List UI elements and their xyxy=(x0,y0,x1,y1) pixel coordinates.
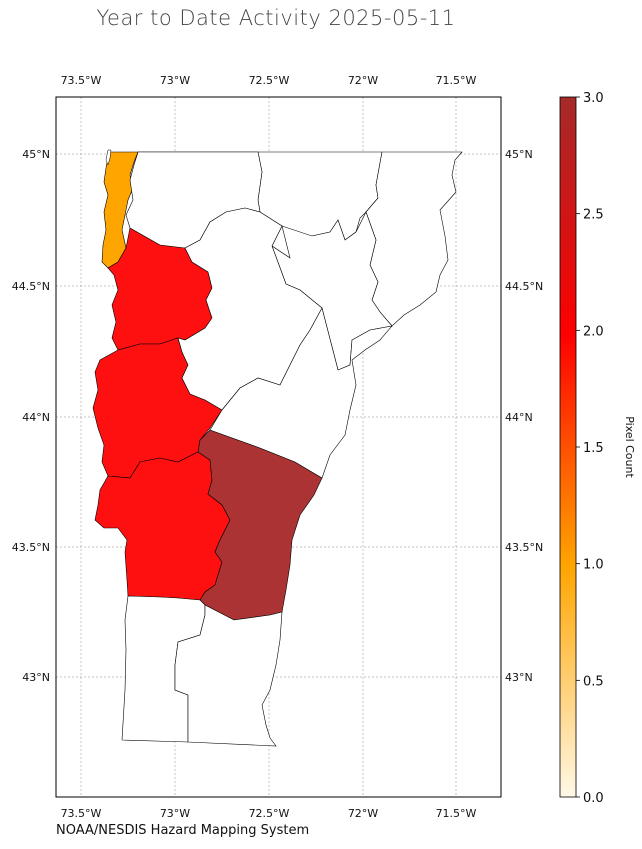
lon-tick-label-bottom: 73°W xyxy=(160,807,190,820)
credit-text: NOAA/NESDIS Hazard Mapping System xyxy=(56,823,310,838)
colorbar-ticks: 0.0 0.5 1.0 1.5 2.0 2.5 3.0 xyxy=(576,91,604,806)
colorbar-tick-label: 1.0 xyxy=(583,558,604,573)
colorbar-tick-label: 1.5 xyxy=(583,441,604,456)
county-grand-isle[interactable] xyxy=(105,149,112,166)
lon-tick-label-top: 72°W xyxy=(348,74,378,87)
colorbar-tick-label: 2.0 xyxy=(583,324,604,339)
county-orange[interactable] xyxy=(209,307,393,479)
lat-tick-label-right: 44°N xyxy=(505,411,533,424)
colorbar-tick-label: 2.5 xyxy=(583,208,604,223)
lon-tick-label-bottom: 73.5°W xyxy=(61,807,102,820)
colorbar-tick-label: 0.5 xyxy=(583,674,604,689)
colorbar-tick-label: 3.0 xyxy=(583,91,604,106)
lat-tick-label-left: 43.5°N xyxy=(12,541,50,554)
lon-tick-label-bottom: 72°W xyxy=(348,807,378,820)
lat-tick-label-right: 43°N xyxy=(505,671,533,684)
colorbar-tick-label: 0.0 xyxy=(583,791,604,806)
lon-tick-label-top: 72.5°W xyxy=(249,74,290,87)
lat-tick-label-right: 44.5°N xyxy=(505,280,543,293)
page-title: Year to Date Activity 2025-05-11 xyxy=(96,6,456,30)
lat-tick-label-right: 45°N xyxy=(505,148,533,161)
map-frame xyxy=(55,96,502,798)
axis-ticks: 73.5°W 73.5°W 73°W 73°W 72.5°W 72.5°W 72°W 72°W… xyxy=(12,74,543,820)
lat-tick-label-left: 44.5°N xyxy=(12,280,50,293)
lat-tick-label-left: 43°N xyxy=(22,671,50,684)
county-essex[interactable] xyxy=(365,151,463,327)
lon-tick-label-top: 73.5°W xyxy=(61,74,102,87)
county-layer xyxy=(92,149,463,747)
colorbar-gradient xyxy=(559,96,577,798)
lat-tick-label-left: 44°N xyxy=(22,411,50,424)
lon-tick-label-top: 73°W xyxy=(160,74,190,87)
colorbar-label: Pixel Count xyxy=(623,416,636,478)
county-windham[interactable] xyxy=(174,604,283,747)
lon-tick-label-bottom: 71.5°W xyxy=(436,807,477,820)
lon-tick-label-top: 71.5°W xyxy=(436,74,477,87)
lat-tick-label-left: 45°N xyxy=(22,148,50,161)
lat-tick-label-right: 43.5°N xyxy=(505,541,543,554)
colorbar: 0.0 0.5 1.0 1.5 2.0 2.5 3.0 Pixel Count xyxy=(559,91,636,806)
lon-tick-label-bottom: 72.5°W xyxy=(249,807,290,820)
